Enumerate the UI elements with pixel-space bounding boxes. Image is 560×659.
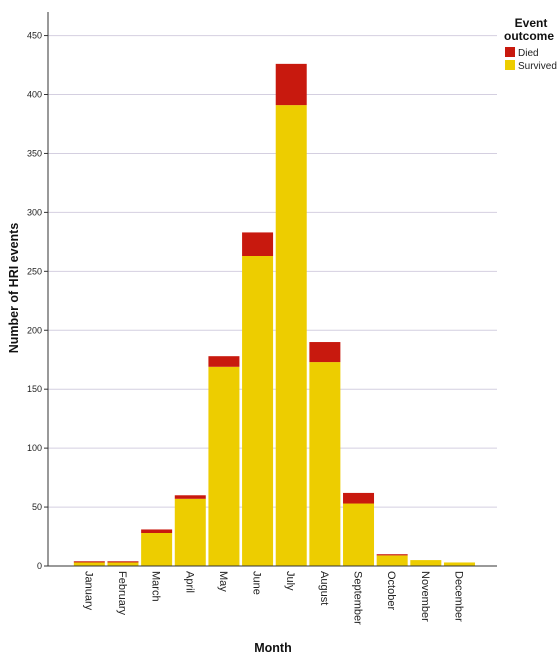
bar-may-died <box>208 356 240 367</box>
y-tick-label-50: 50 <box>32 502 42 512</box>
bar-august-survived <box>309 362 341 566</box>
x-tick-label-february: February <box>116 571 128 616</box>
bar-october-survived <box>376 555 408 566</box>
bar-june-survived <box>242 255 274 567</box>
y-tick-label-400: 400 <box>27 90 42 100</box>
bar-october-died <box>376 554 408 556</box>
bar-march-died <box>141 529 173 533</box>
bar-april-died <box>174 495 206 499</box>
bar-february-survived <box>107 562 139 566</box>
x-tick-label-january: January <box>82 571 94 611</box>
y-tick-label-150: 150 <box>27 384 42 394</box>
x-tick-label-march: March <box>150 571 162 602</box>
bar-july-died <box>275 63 307 106</box>
y-tick-label-300: 300 <box>27 207 42 217</box>
x-tick-label-june: June <box>251 571 263 595</box>
legend-title-line2: outcome <box>504 29 554 43</box>
bar-november-survived <box>410 560 442 566</box>
bar-december-survived <box>443 562 475 566</box>
bar-april-survived <box>174 498 206 566</box>
bar-may-survived <box>208 366 240 566</box>
bar-january-survived <box>73 562 105 566</box>
bars <box>73 63 475 567</box>
x-tick-label-april: April <box>183 571 195 593</box>
y-tick-label-200: 200 <box>27 325 42 335</box>
y-tick-label-0: 0 <box>37 561 42 571</box>
bar-september-survived <box>343 503 375 566</box>
x-tick-label-july: July <box>284 571 296 591</box>
y-tick-label-450: 450 <box>27 31 42 41</box>
x-tick-label-may: May <box>217 571 229 592</box>
bar-march-survived <box>141 532 173 566</box>
bar-september-died <box>343 492 375 504</box>
x-tick-label-october: October <box>385 571 397 610</box>
x-tick-label-september: September <box>352 571 364 625</box>
y-axis-title: Number of HRI events <box>7 223 21 354</box>
axes <box>47 12 497 567</box>
x-tick-label-august: August <box>318 571 330 605</box>
y-tick-label-250: 250 <box>27 266 42 276</box>
bar-january-died <box>73 561 105 563</box>
bar-august-died <box>309 342 341 363</box>
x-tick-label-november: November <box>419 571 431 622</box>
legend-label-died: Died <box>518 48 539 59</box>
bar-february-died <box>107 561 139 563</box>
y-tick-label-100: 100 <box>27 443 42 453</box>
y-tick-label-350: 350 <box>27 148 42 158</box>
x-axis-title: Month <box>254 641 291 655</box>
y-tick-labels: 0 50 100 150 200 250 300 350 400 450 <box>27 31 48 571</box>
legend-label-survived: Survived <box>518 61 557 72</box>
legend-title-line1: Event <box>515 16 548 30</box>
legend-swatch-died <box>505 47 515 57</box>
bar-july-survived <box>275 105 307 567</box>
x-tick-labels: January February March April May June July Augu… <box>82 571 464 625</box>
bar-june-died <box>242 232 274 256</box>
legend-swatch-survived <box>505 60 515 70</box>
x-tick-label-december: December <box>452 571 464 622</box>
legend: Event outcome Died Survived <box>504 16 557 72</box>
